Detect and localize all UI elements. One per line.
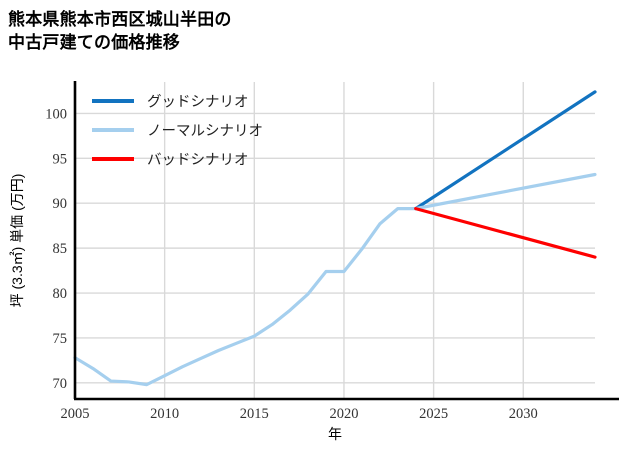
chart-title: 熊本県熊本市西区城山半田の 中古戸建ての価格推移 (8, 10, 232, 53)
gridlines (75, 82, 595, 399)
legend-label: ノーマルシナリオ (147, 124, 263, 140)
series-lines (73, 90, 597, 387)
y-tick-label: 90 (53, 196, 68, 212)
y-tick-label: 85 (53, 241, 68, 257)
legend-label: グッドシナリオ (147, 94, 249, 111)
y-axis-title: 坪 (3.3㎡) 単価 (万円) (9, 174, 25, 308)
y-tick-label: 75 (53, 331, 68, 347)
series-line (414, 207, 597, 259)
axis-spines (73, 81, 619, 401)
series-line (414, 90, 597, 211)
y-tick-label: 95 (53, 151, 68, 167)
x-tick-label: 2010 (150, 406, 179, 422)
tick-labels: 70 75 80 85 90 95 100 2005 2010 2015 2020 2025 2030 (45, 106, 538, 422)
x-axis-title: 年 (328, 426, 342, 442)
x-tick-label: 2015 (240, 406, 269, 422)
y-tick-label: 100 (45, 106, 67, 122)
x-tick-label: 2030 (509, 406, 538, 422)
x-tick-label: 2025 (419, 406, 448, 422)
x-tick-label: 2005 (61, 406, 90, 422)
axis-titles: 年 坪 (3.3㎡) 単価 (万円) (9, 174, 342, 442)
x-tick-label: 2020 (329, 406, 358, 422)
y-tick-label: 80 (53, 286, 68, 302)
series-line (73, 172, 597, 387)
legend-label: バッドシナリオ (147, 153, 249, 169)
y-tick-label: 70 (53, 376, 68, 392)
